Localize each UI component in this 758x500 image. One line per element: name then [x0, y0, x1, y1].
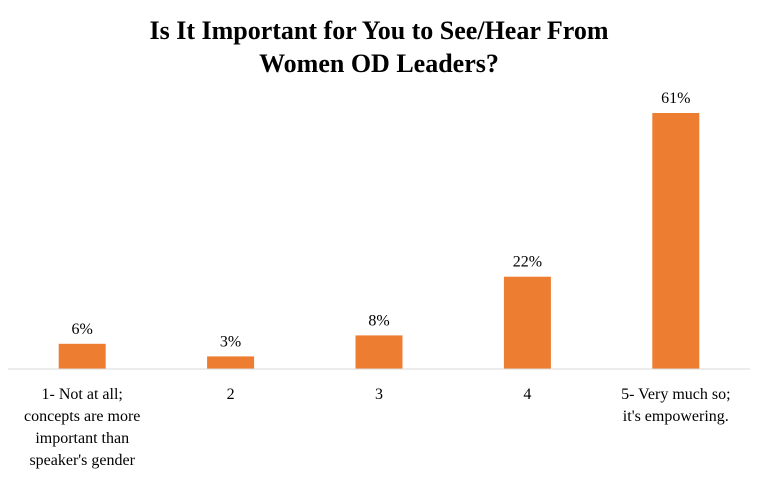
- data-label-2: 3%: [220, 333, 241, 350]
- x-tick-label-1-line-3: important than: [35, 430, 129, 447]
- chart-title: Is It Important for You to See/Hear From…: [0, 14, 758, 80]
- x-tick-label-1: 1- Not at all; concepts are more important…: [24, 386, 140, 469]
- bars-layer: [58, 113, 700, 369]
- data-labels-layer: 6% 3% 8% 22% 61%: [72, 90, 691, 350]
- bar-5: [652, 113, 700, 369]
- data-label-3: 8%: [368, 312, 389, 329]
- x-tick-label-1-line-2: concepts are more: [24, 408, 140, 425]
- x-tick-labels-layer: 1- Not at all; concepts are more important…: [24, 386, 731, 469]
- x-tick-label-3-line-1: 3: [375, 386, 383, 403]
- bar-1: [58, 343, 106, 369]
- x-tick-label-4-line-1: 4: [523, 386, 531, 403]
- data-label-4: 22%: [513, 254, 542, 271]
- x-tick-label-1-line-4: speaker's gender: [29, 452, 135, 469]
- chart-title-line-1: Is It Important for You to See/Hear From: [149, 16, 609, 45]
- x-tick-label-5-line-2: it's empowering.: [623, 408, 729, 425]
- bar-2: [207, 356, 255, 369]
- x-tick-label-2: 2: [227, 386, 235, 403]
- x-tick-label-1-line-1: 1- Not at all;: [42, 386, 123, 403]
- x-tick-label-5: 5- Very much so; it's empowering.: [621, 386, 730, 425]
- x-tick-label-4: 4: [523, 386, 531, 403]
- x-tick-label-3: 3: [375, 386, 383, 403]
- bar-4: [503, 276, 551, 369]
- x-tick-label-2-line-1: 2: [227, 386, 235, 403]
- x-tick-label-5-line-1: 5- Very much so;: [621, 386, 730, 403]
- chart-title-line-2: Women OD Leaders?: [259, 49, 499, 78]
- bar-3: [355, 335, 403, 369]
- data-label-1: 6%: [72, 321, 93, 338]
- data-label-5: 61%: [661, 90, 690, 107]
